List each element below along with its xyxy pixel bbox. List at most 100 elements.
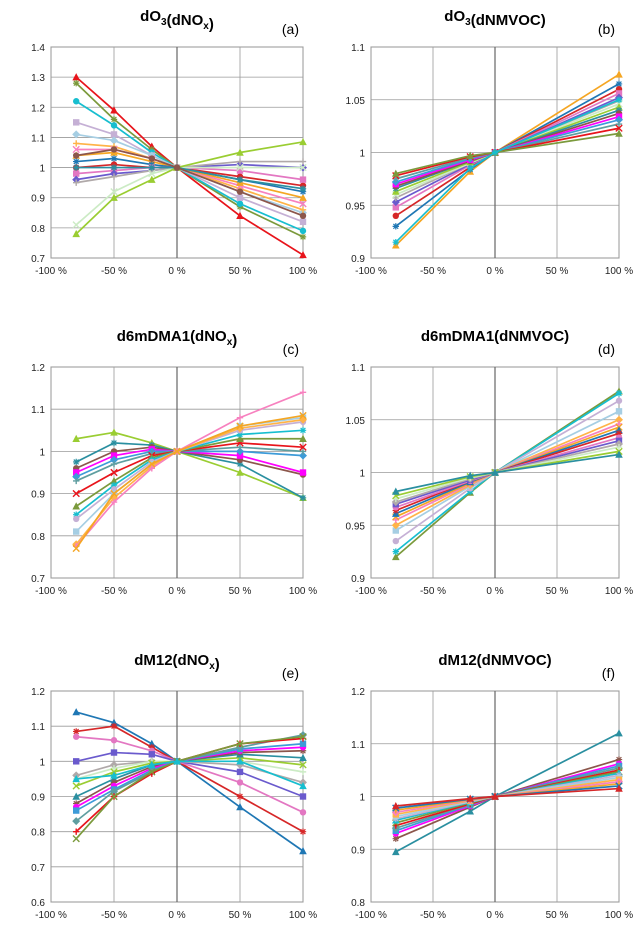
- data-point: [299, 212, 307, 219]
- title-part: x: [227, 337, 233, 348]
- series-line: [395, 132, 620, 175]
- title-part: 3: [161, 17, 167, 28]
- data-point: [73, 511, 80, 518]
- data-point: [72, 782, 80, 790]
- data-point: [236, 434, 244, 442]
- data-point: [110, 155, 118, 162]
- data-point: [110, 455, 118, 464]
- data-point: [615, 115, 623, 124]
- data-point: [236, 452, 244, 459]
- x-tick-label: 50 %: [229, 586, 252, 597]
- y-tick-label: 0.95: [346, 521, 366, 532]
- data-point: [236, 460, 244, 468]
- title-part: d6mDMA1: [421, 328, 494, 345]
- series-line: [395, 732, 620, 853]
- x-tick-label: 100 %: [289, 586, 317, 597]
- data-point: [299, 809, 307, 816]
- panel-label: (f): [602, 665, 615, 681]
- data-point: [148, 744, 155, 751]
- x-tick-label: 100 %: [605, 910, 633, 921]
- data-point: [615, 443, 623, 451]
- data-point: [299, 389, 307, 396]
- data-point: [110, 131, 118, 138]
- series-line: [395, 392, 620, 553]
- series-15: [72, 757, 307, 790]
- data-point: [236, 211, 244, 219]
- series-line: [395, 453, 620, 493]
- data-point: [466, 151, 474, 159]
- title-part: ): [209, 16, 214, 33]
- data-point: [73, 807, 80, 814]
- data-point: [392, 204, 399, 211]
- data-point: [110, 146, 118, 153]
- data-point: [72, 489, 80, 498]
- series-line: [75, 442, 304, 495]
- data-point: [110, 452, 118, 459]
- y-tick-label: 1.2: [351, 687, 365, 698]
- data-point: [73, 164, 80, 171]
- data-point: [615, 420, 623, 428]
- data-point: [72, 792, 80, 800]
- data-point: [110, 481, 118, 489]
- chart-title: dO3(dNOx): [140, 8, 214, 33]
- data-point: [73, 828, 80, 835]
- y-tick-label: 1.1: [31, 405, 45, 416]
- data-point: [236, 148, 244, 156]
- x-tick-label: 0 %: [486, 586, 503, 597]
- data-point: [73, 758, 80, 765]
- y-tick-label: 1.1: [351, 43, 365, 54]
- y-tick-label: 0.7: [31, 574, 45, 585]
- data-point: [72, 130, 81, 139]
- data-point: [615, 415, 623, 424]
- data-point: [110, 439, 118, 447]
- data-point: [73, 152, 80, 159]
- data-point: [110, 787, 118, 796]
- x-tick-label: -100 %: [355, 910, 387, 921]
- chart-title: dM12(dNOx): [134, 652, 220, 673]
- panel-d: d6mDMA1(dNMVOC) (d) 0.9 0.95 1 1.05 1.1 -100 % -…: [346, 328, 634, 597]
- series-line: [76, 160, 303, 184]
- data-point: [236, 447, 244, 456]
- data-point: [236, 414, 244, 421]
- data-point: [236, 468, 244, 476]
- data-point: [72, 502, 80, 510]
- data-point: [73, 119, 80, 126]
- data-point: [392, 194, 399, 202]
- series-line: [76, 725, 304, 833]
- panel-label: (a): [282, 21, 299, 37]
- x-tick-label: 100 %: [605, 586, 633, 597]
- chart-title: dO3(dNMVOC): [444, 8, 545, 29]
- title-part: (dNO: [190, 328, 227, 345]
- chart-title: dM12(dNMVOC): [438, 652, 551, 669]
- y-tick-label: 1.4: [31, 43, 45, 54]
- data-point: [299, 753, 307, 762]
- data-point: [110, 122, 118, 129]
- data-point: [73, 170, 80, 177]
- data-point: [299, 411, 307, 420]
- x-tick-label: 50 %: [546, 586, 569, 597]
- data-point: [299, 469, 307, 476]
- data-point: [392, 801, 400, 810]
- series-line: [75, 446, 304, 482]
- data-point: [392, 527, 399, 534]
- y-tick-label: 0.7: [31, 254, 45, 265]
- y-tick-label: 0.8: [31, 224, 45, 235]
- series-line: [75, 450, 304, 478]
- data-point: [299, 137, 307, 146]
- data-point: [299, 176, 307, 183]
- data-point: [392, 537, 399, 545]
- panel-c: d6mDMA1(dNOx) (c) 0.7 0.8 0.9 1 1.1 1.2 -100 % -5…: [31, 328, 317, 597]
- data-point: [73, 179, 80, 186]
- y-tick-label: 1.05: [346, 416, 366, 427]
- series-line: [76, 166, 304, 190]
- series-line: [395, 787, 620, 807]
- y-tick-label: 1.1: [31, 722, 45, 733]
- x-tick-label: -50 %: [101, 910, 127, 921]
- data-point: [148, 460, 156, 468]
- y-tick-label: 1.3: [31, 73, 45, 84]
- x-tick-label: -100 %: [35, 586, 67, 597]
- y-tick-label: 1.1: [351, 740, 365, 751]
- data-point: [236, 163, 244, 172]
- y-tick-label: 1: [39, 757, 45, 768]
- series-line: [75, 437, 303, 507]
